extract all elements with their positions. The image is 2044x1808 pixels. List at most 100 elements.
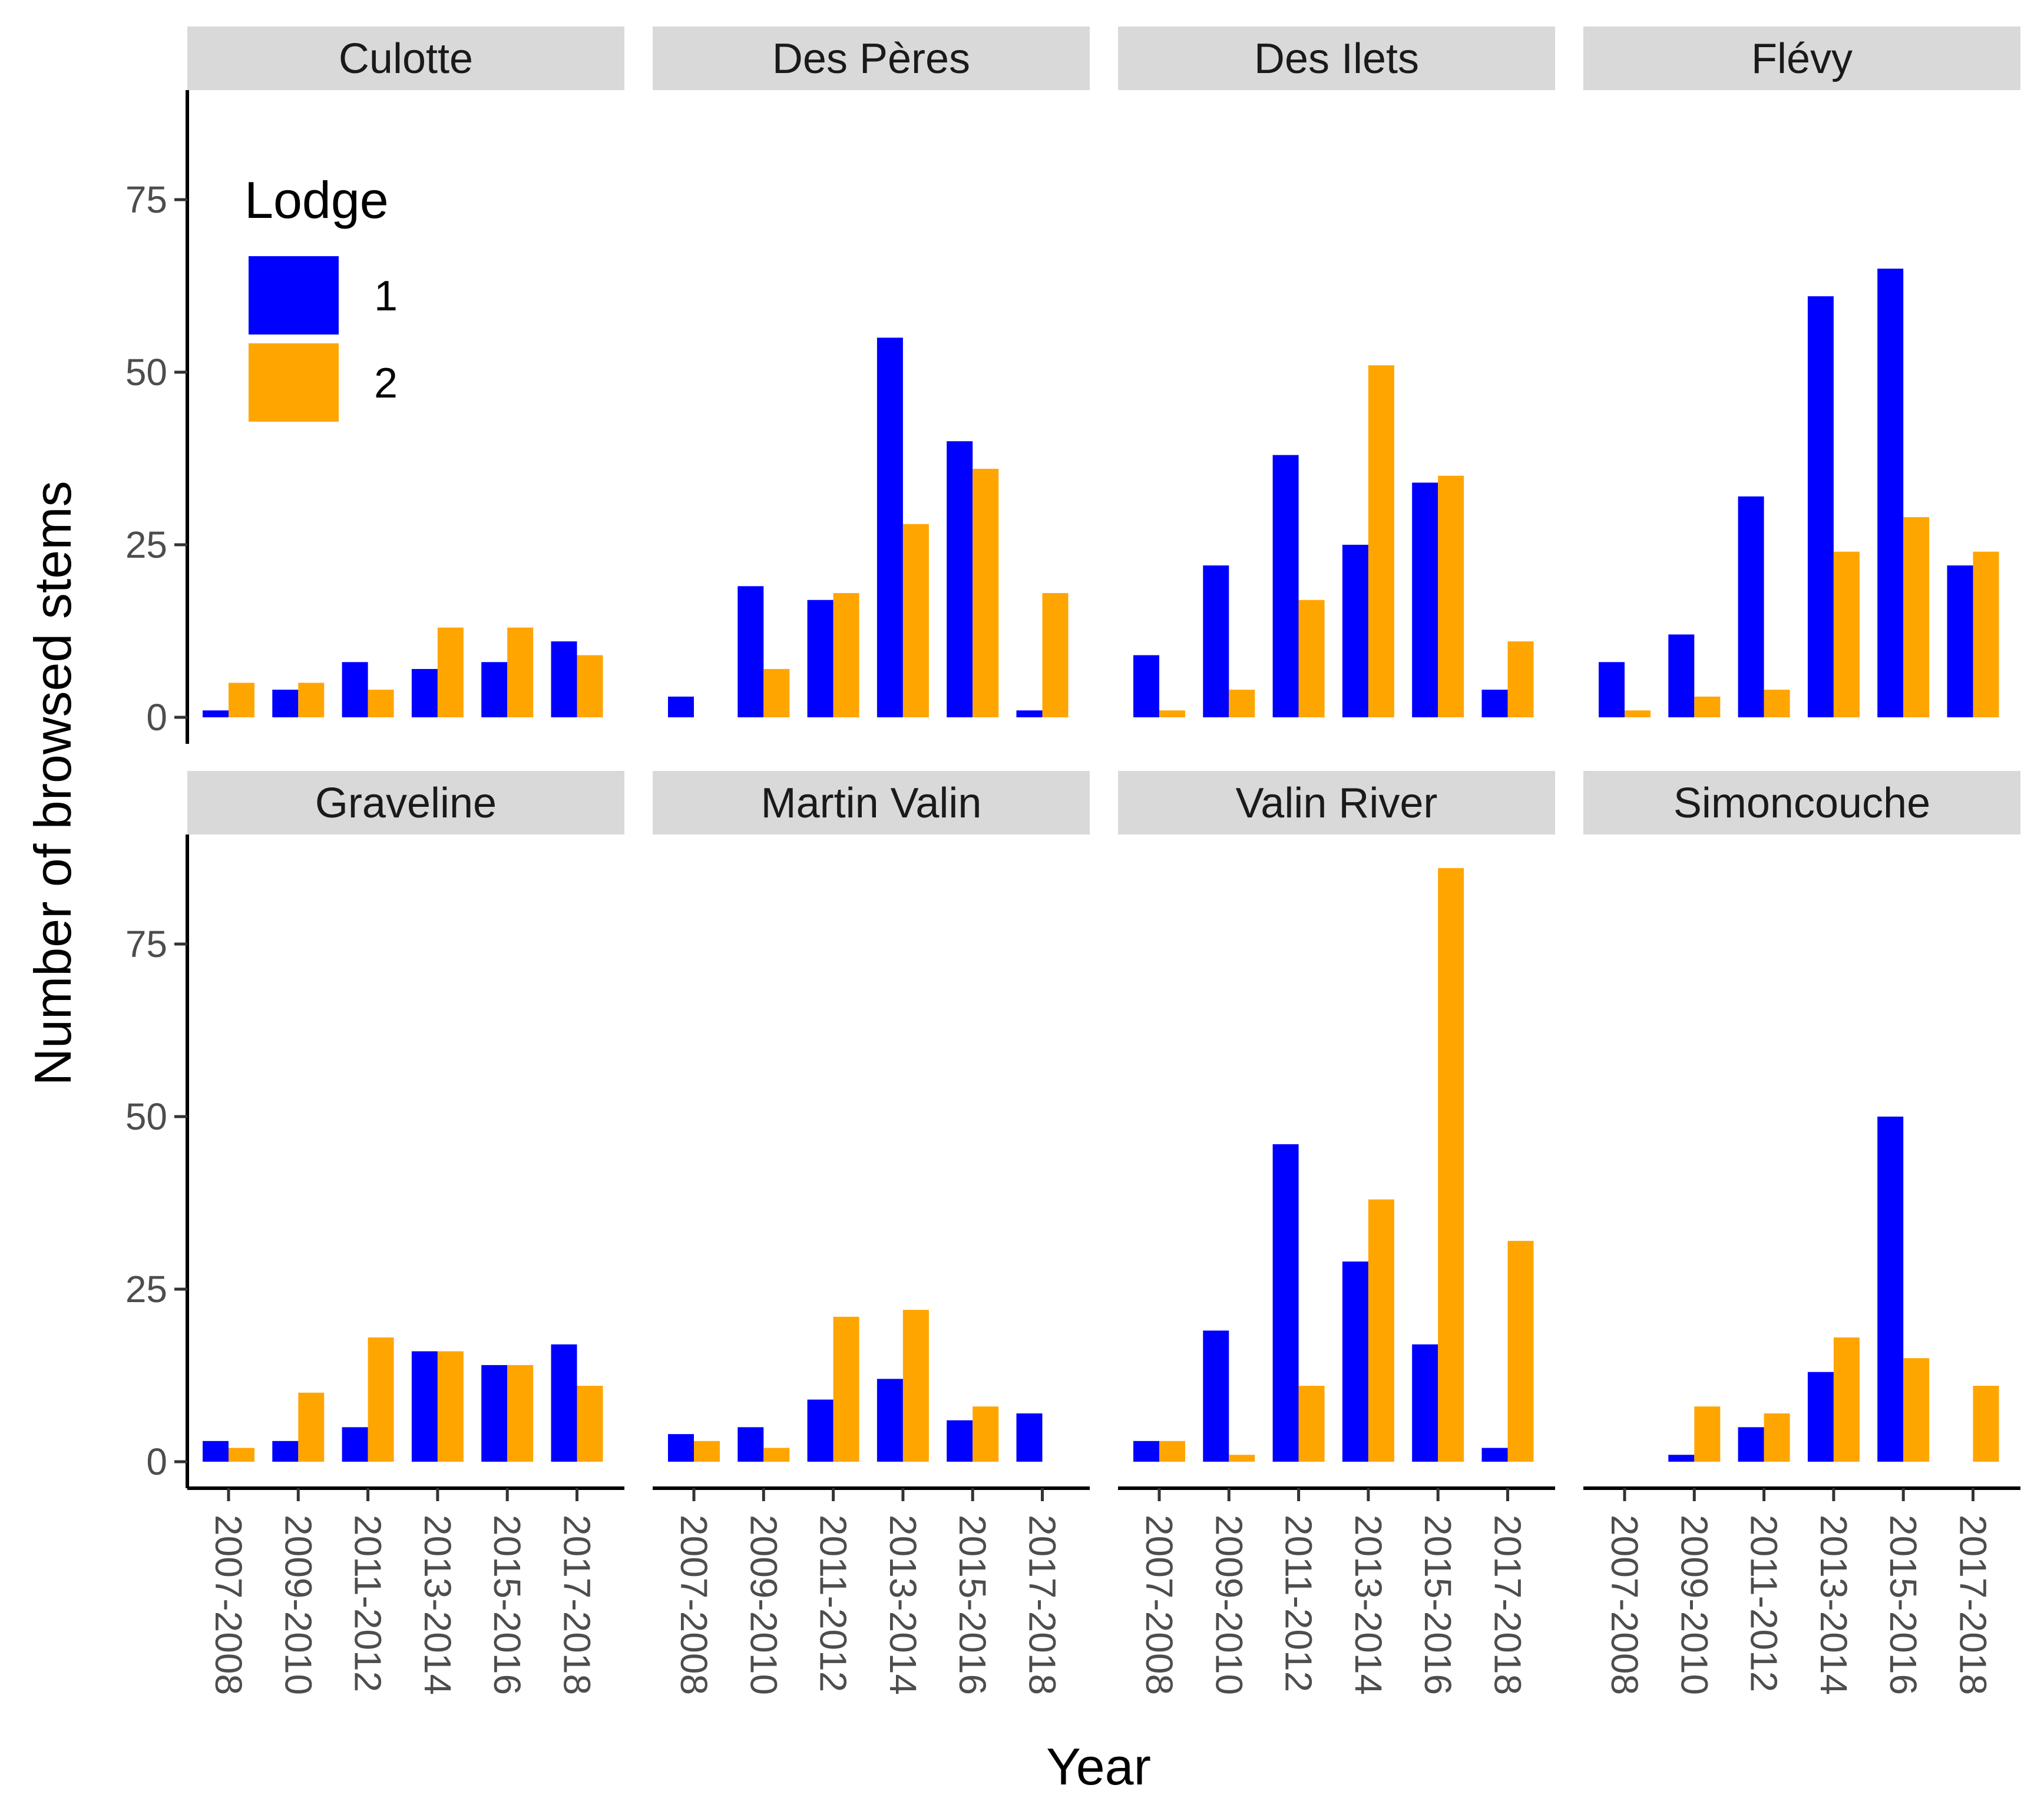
x-tick-label: 2007-2008 xyxy=(1603,1515,1646,1695)
bars xyxy=(668,1310,1043,1462)
bar-graveline-2013-2014-lodge-2 xyxy=(437,1351,464,1462)
bar-martin-valin-2017-2018-lodge-1 xyxy=(1016,1413,1043,1462)
facet-label: Des Pères xyxy=(772,35,970,82)
bar-simoncouche-2013-2014-lodge-2 xyxy=(1833,1337,1860,1462)
bar-graveline-2017-2018-lodge-1 xyxy=(551,1344,577,1462)
bar-graveline-2013-2014-lodge-1 xyxy=(411,1351,438,1462)
bars xyxy=(1599,269,1999,718)
bar-des-ilets-2007-2008-lodge-1 xyxy=(1133,655,1159,717)
bar-martin-valin-2009-2010-lodge-2 xyxy=(763,1448,790,1462)
y-tick-label: 50 xyxy=(125,351,167,393)
bar-culotte-2013-2014-lodge-2 xyxy=(437,627,464,717)
bar-martin-valin-2013-2014-lodge-1 xyxy=(877,1379,903,1462)
y-axis-title: Number of browsed stems xyxy=(24,481,82,1085)
facet-label: Graveline xyxy=(315,780,497,827)
bar-culotte-2009-2010-lodge-2 xyxy=(298,683,325,717)
x-tick-label: 2013-2014 xyxy=(882,1515,924,1695)
panel-flevy: Flévy xyxy=(1583,27,2020,718)
bar-flevy-2011-2012-lodge-1 xyxy=(1738,496,1764,717)
bar-culotte-2011-2012-lodge-1 xyxy=(342,662,368,717)
bar-valin-river-2009-2010-lodge-2 xyxy=(1229,1455,1255,1462)
bar-culotte-2011-2012-lodge-2 xyxy=(368,690,394,717)
x-tick-label: 2009-2010 xyxy=(1208,1515,1250,1695)
panel-simoncouche: Simoncouche 2007-2008 2009-2010 2011-2012 20… xyxy=(1583,771,2020,1695)
bar-graveline-2007-2008-lodge-2 xyxy=(229,1448,254,1462)
bar-simoncouche-2009-2010-lodge-2 xyxy=(1694,1406,1721,1462)
bar-martin-valin-2015-2016-lodge-2 xyxy=(973,1406,999,1462)
bar-des-peres-2011-2012-lodge-1 xyxy=(807,600,834,717)
bar-des-peres-2017-2018-lodge-1 xyxy=(1016,710,1043,717)
bar-valin-river-2007-2008-lodge-1 xyxy=(1133,1441,1159,1462)
x-tick-label: 2009-2010 xyxy=(742,1515,785,1695)
bars xyxy=(1133,365,1534,717)
bar-simoncouche-2017-2018-lodge-2 xyxy=(1973,1386,1999,1462)
bar-valin-river-2011-2012-lodge-1 xyxy=(1272,1144,1299,1462)
bar-flevy-2013-2014-lodge-2 xyxy=(1833,551,1860,717)
bar-culotte-2009-2010-lodge-1 xyxy=(272,690,299,717)
bar-valin-river-2013-2014-lodge-2 xyxy=(1368,1199,1394,1462)
legend: Lodge 1 2 xyxy=(244,171,398,422)
bar-martin-valin-2013-2014-lodge-2 xyxy=(902,1310,929,1462)
bar-valin-river-2015-2016-lodge-2 xyxy=(1438,868,1464,1462)
bar-des-peres-2007-2008-lodge-1 xyxy=(668,696,694,717)
bar-valin-river-2009-2010-lodge-1 xyxy=(1203,1330,1229,1462)
panel-graveline: Graveline 0 25 50 75 2007-2008 2009-2010 2011-2… xyxy=(125,771,624,1695)
x-tick-label: 2007-2008 xyxy=(673,1515,715,1695)
x-tick-label: 2017-2018 xyxy=(1952,1515,1995,1695)
bar-culotte-2017-2018-lodge-1 xyxy=(551,641,577,717)
y-tick-label: 0 xyxy=(146,696,167,739)
panels: Culotte 0 25 50 75 Des Pères Des Ilets Flévy Gra… xyxy=(125,27,2020,1695)
x-axis-title: Year xyxy=(1046,1737,1151,1796)
bar-graveline-2015-2016-lodge-1 xyxy=(481,1365,508,1462)
facet-strip-graveline xyxy=(187,771,624,835)
y-tick-label: 75 xyxy=(125,178,167,221)
bar-simoncouche-2011-2012-lodge-1 xyxy=(1738,1427,1764,1462)
x-tick-label: 2011-2012 xyxy=(1743,1515,1785,1692)
panel-valin-river: Valin River 2007-2008 2009-2010 2011-2012 20… xyxy=(1118,771,1555,1695)
x-tick-label: 2013-2014 xyxy=(416,1515,459,1695)
bar-des-peres-2013-2014-lodge-1 xyxy=(877,337,903,717)
bar-des-peres-2015-2016-lodge-1 xyxy=(947,441,973,717)
x-tick-label: 2017-2018 xyxy=(556,1515,598,1695)
bar-graveline-2009-2010-lodge-1 xyxy=(272,1441,299,1462)
bar-culotte-2013-2014-lodge-1 xyxy=(411,668,438,717)
y-tick-label: 25 xyxy=(125,524,167,566)
bar-graveline-2009-2010-lodge-2 xyxy=(298,1392,325,1462)
facet-label: Valin River xyxy=(1236,780,1438,827)
bar-des-ilets-2015-2016-lodge-2 xyxy=(1438,475,1464,717)
bar-flevy-2009-2010-lodge-1 xyxy=(1668,634,1695,717)
bar-des-ilets-2013-2014-lodge-2 xyxy=(1368,365,1394,717)
bar-culotte-2015-2016-lodge-2 xyxy=(507,627,534,717)
y-tick-label: 25 xyxy=(125,1268,167,1310)
bar-graveline-2017-2018-lodge-2 xyxy=(577,1386,603,1462)
bar-culotte-2007-2008-lodge-1 xyxy=(203,710,229,717)
bar-des-ilets-2007-2008-lodge-2 xyxy=(1159,710,1185,717)
bar-valin-river-2013-2014-lodge-1 xyxy=(1342,1261,1368,1462)
facet-label: Simoncouche xyxy=(1673,780,1930,827)
bar-valin-river-2011-2012-lodge-2 xyxy=(1298,1386,1325,1462)
bars xyxy=(203,627,603,717)
bar-culotte-2007-2008-lodge-2 xyxy=(229,683,254,717)
facet-strip-des-peres xyxy=(653,27,1090,90)
x-tick-label: 2013-2014 xyxy=(1347,1515,1390,1695)
panel-des-peres: Des Pères xyxy=(653,27,1090,717)
bar-valin-river-2017-2018-lodge-1 xyxy=(1481,1448,1508,1462)
bar-simoncouche-2013-2014-lodge-1 xyxy=(1807,1372,1834,1462)
legend-label-lodge-1: 1 xyxy=(374,273,398,320)
bar-flevy-2015-2016-lodge-2 xyxy=(1903,517,1930,717)
bar-simoncouche-2015-2016-lodge-2 xyxy=(1903,1358,1930,1462)
bar-martin-valin-2011-2012-lodge-1 xyxy=(807,1399,834,1462)
facet-strip-valin-river xyxy=(1118,771,1555,835)
bar-flevy-2007-2008-lodge-1 xyxy=(1599,662,1625,717)
bar-flevy-2017-2018-lodge-1 xyxy=(1947,565,1973,717)
facet-strip-culotte xyxy=(187,27,624,90)
panel-culotte: Culotte 0 25 50 75 xyxy=(125,27,624,744)
legend-label-lodge-2: 2 xyxy=(374,360,398,407)
bar-flevy-2015-2016-lodge-1 xyxy=(1877,269,1904,717)
bar-simoncouche-2015-2016-lodge-1 xyxy=(1877,1117,1904,1462)
bars xyxy=(668,337,1069,717)
panel-des-ilets: Des Ilets xyxy=(1118,27,1555,717)
bar-flevy-2017-2018-lodge-2 xyxy=(1973,551,1999,717)
bar-des-ilets-2017-2018-lodge-1 xyxy=(1481,690,1508,717)
